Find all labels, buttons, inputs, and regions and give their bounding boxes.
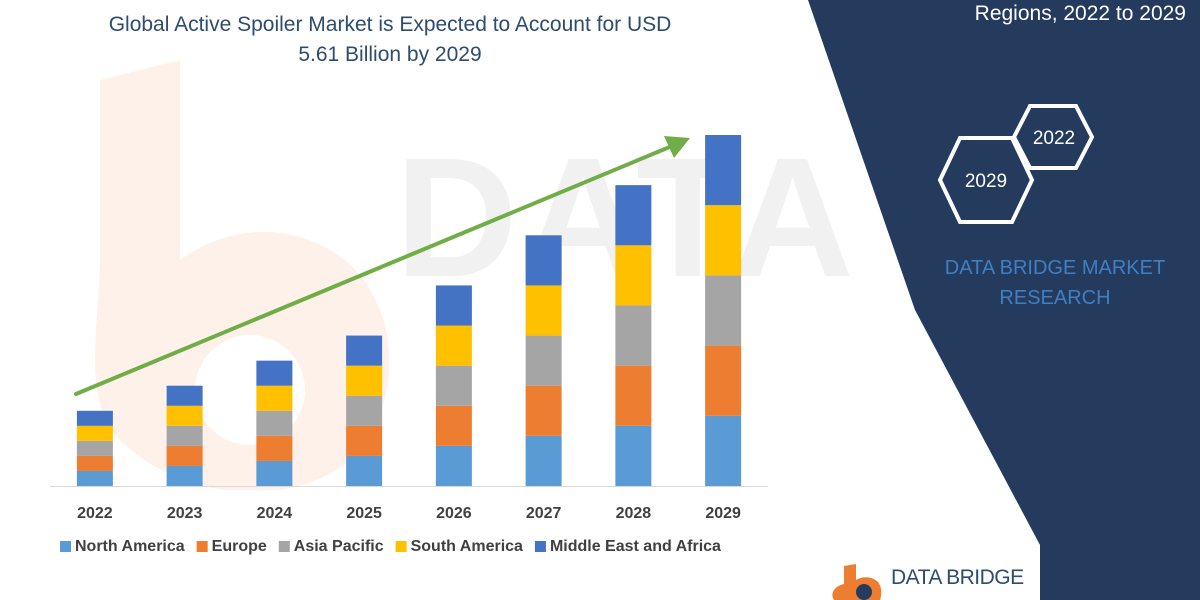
legend-swatch [196, 541, 208, 552]
bar-segment-2028-4 [615, 245, 652, 306]
bar-segment-2024-1 [256, 460, 293, 486]
bar-segment-2029-5 [705, 135, 742, 206]
bar-segment-2025-5 [346, 335, 383, 366]
bar-segment-2024-4 [256, 385, 293, 411]
bar-segment-2028-2 [615, 365, 652, 426]
bar-segment-2023-5 [166, 385, 203, 406]
bar-segment-2024-2 [256, 435, 293, 461]
panel-subtitle: Regions, 2022 to 2029 [974, 2, 1186, 25]
footer-logo-icon [832, 564, 882, 600]
x-tick-label: 2023 [167, 505, 203, 522]
bar-segment-2027-3 [525, 335, 562, 386]
bar-segment-2025-3 [346, 395, 383, 426]
brand-text-line2: RESEARCH [999, 287, 1111, 309]
bar-segment-2027-4 [525, 285, 562, 336]
hexagon-front [937, 136, 1035, 224]
hexagon-back-label: 2022 [1033, 128, 1075, 149]
legend-label: Middle East and Africa [550, 538, 721, 555]
bar-segment-2028-5 [615, 185, 652, 246]
bar-segment-2026-1 [435, 445, 472, 486]
bar-segment-2027-5 [525, 235, 562, 286]
chart-title-line2: 5.61 Billion by 2029 [298, 43, 482, 66]
stacked-bar-chart: 2022 2023 2024 2025 2026 2027 2028 2029 North Am… [50, 135, 768, 555]
bar-segment-2029-2 [705, 345, 742, 416]
x-tick-label: 2024 [257, 505, 293, 522]
bar-segment-2025-4 [346, 365, 383, 396]
bar-segment-2024-5 [256, 360, 293, 386]
bar-segment-2022-3 [76, 440, 113, 456]
bar-segment-2022-4 [76, 425, 113, 441]
bar-segment-2029-1 [705, 415, 742, 486]
legend-swatch [60, 541, 71, 552]
bar-segment-2027-1 [525, 435, 562, 486]
x-tick-label: 2022 [77, 505, 113, 522]
legend-label: South America [411, 538, 523, 555]
bar-segment-2023-1 [166, 465, 203, 486]
x-tick-label: 2025 [346, 505, 382, 522]
bar-segment-2026-3 [435, 365, 472, 406]
x-tick-label: 2029 [705, 505, 741, 522]
bar-segment-2022-1 [76, 470, 113, 486]
bar-segment-2022-5 [76, 410, 113, 426]
bar-segment-2026-4 [435, 325, 472, 366]
legend-label: Europe [212, 538, 267, 555]
bar-segment-2028-1 [615, 425, 652, 486]
bar-segment-2027-2 [525, 385, 562, 436]
bar-segment-2029-4 [705, 205, 742, 276]
bar-segment-2026-2 [435, 405, 472, 446]
chart-title-line1: Global Active Spoiler Market is Expected… [108, 13, 672, 36]
chart-title: Global Active Spoiler Market is Expected… [60, 10, 720, 70]
bar-segment-2024-3 [256, 410, 293, 436]
brand-text: DATA BRIDGE MARKET RESEARCH [915, 253, 1195, 313]
legend-swatch [278, 541, 290, 552]
legend-swatch [395, 541, 407, 552]
legend-label: Asia Pacific [294, 538, 384, 555]
bar-segment-2023-2 [166, 445, 203, 466]
bar-segment-2023-3 [166, 425, 203, 446]
x-tick-label: 2027 [526, 505, 562, 522]
trend-arrow-head [664, 136, 690, 158]
footer-logo-text: DATA BRIDGE [891, 566, 1024, 589]
bar-segment-2023-4 [166, 405, 203, 426]
bar-segment-2026-5 [435, 285, 472, 326]
trend-arrow-line [74, 144, 674, 396]
legend-swatch [534, 541, 546, 552]
right-panel-background [808, 0, 1200, 600]
bar-segment-2025-1 [346, 455, 383, 486]
x-tick-label: 2026 [436, 505, 472, 522]
bar-segment-2028-3 [615, 305, 652, 366]
bar-segment-2025-2 [346, 425, 383, 456]
hexagon-front-label: 2029 [965, 171, 1007, 192]
bar-segment-2022-2 [76, 455, 113, 471]
hexagon-back [1011, 104, 1095, 170]
legend-label: North America [75, 538, 185, 555]
brand-text-line1: DATA BRIDGE MARKET [944, 257, 1166, 279]
bar-segment-2029-3 [705, 275, 742, 346]
x-tick-label: 2028 [616, 505, 652, 522]
